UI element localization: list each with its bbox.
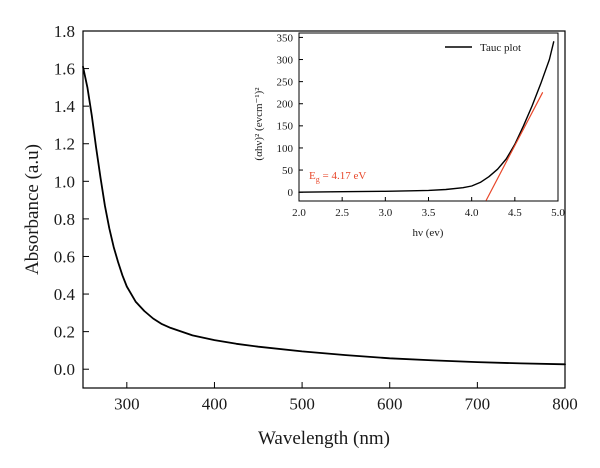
- main-y-tick-label: 0.2: [54, 323, 75, 342]
- bandgap-annotation-sub: g: [316, 175, 320, 184]
- main-x-axis: 300 400 500 600 700 800: [114, 382, 578, 414]
- main-series-line-0: [82, 65, 566, 366]
- in-y-tick-label: 100: [277, 143, 294, 155]
- main-y-tick-label: 1.8: [54, 22, 75, 41]
- in-x-tick-label: 2.0: [292, 207, 306, 219]
- in-series-line-0: [298, 41, 555, 193]
- inset-x-axis: 2.0 2.5 3.0 3.5 4.0 4.5 5.0: [292, 197, 565, 219]
- in-x-tick-label: 4.0: [465, 207, 479, 219]
- in-y-tick-label: 200: [277, 99, 294, 111]
- main-y-tick-label: 1.4: [54, 97, 76, 116]
- main-x-tick-label: 800: [552, 395, 578, 414]
- main-y-tick-label: 0.0: [54, 360, 75, 379]
- main-x-tick-label: 600: [377, 395, 403, 414]
- inset-x-axis-title: hν (ev): [413, 227, 444, 239]
- main-plot-frame: [82, 30, 566, 389]
- main-y-axis-title: Absorbance (a.u): [22, 144, 43, 275]
- in-y-tick-label: 300: [277, 54, 294, 66]
- bandgap-annotation-main: E: [309, 170, 316, 182]
- main-chart: 0.00.20.40.60.81.01.21.41.61.8 300 400 500…: [22, 22, 578, 449]
- inset-legend: Tauc plot: [445, 42, 521, 54]
- in-y-tick-label: 0: [288, 187, 294, 199]
- in-x-tick-label: 4.5: [508, 207, 522, 219]
- in-x-tick-label: 2.5: [335, 207, 349, 219]
- in-y-tick-label: 150: [277, 121, 294, 133]
- main-series: [82, 65, 566, 366]
- in-y-tick-label: 50: [282, 165, 294, 177]
- inset-series: [298, 41, 555, 201]
- main-y-tick-label: 1.6: [54, 60, 75, 79]
- in-series-line-1: [485, 92, 544, 201]
- main-y-tick-label: 1.2: [54, 135, 75, 154]
- main-x-tick-label: 400: [202, 395, 228, 414]
- in-y-tick-label: 250: [277, 76, 294, 88]
- inset-chart: 0 50 100 150 200 250 300 350 2.0 2.5 3.0 3.5 4.0 4.5…: [253, 32, 565, 239]
- legend-label-tauc: Tauc plot: [480, 42, 521, 54]
- bandgap-annotation-rest: = 4.17 eV: [320, 170, 367, 182]
- bandgap-annotation: Eg = 4.17 eV: [309, 170, 366, 184]
- inset-y-axis: 0 50 100 150 200 250 300 350: [277, 32, 303, 199]
- main-x-tick-label: 500: [289, 395, 315, 414]
- main-y-tick-label: 0.6: [54, 247, 75, 266]
- in-x-tick-label: 3.5: [422, 207, 436, 219]
- main-y-axis: 0.0 0.2 0.4 0.6 0.8 1.0 1.2 1.4 1.6 1.8: [54, 22, 89, 379]
- main-x-tick-label: 700: [465, 395, 491, 414]
- main-y-tick-label: 1.0: [54, 172, 75, 191]
- main-x-tick-label: 300: [114, 395, 140, 414]
- in-y-tick-label: 350: [277, 32, 294, 44]
- main-x-axis-title: Wavelength (nm): [258, 428, 390, 449]
- main-y-tick-label: 0.4: [54, 285, 76, 304]
- in-x-tick-label: 3.0: [378, 207, 392, 219]
- in-x-tick-label: 5.0: [551, 207, 565, 219]
- inset-y-axis-title: (αhν)² (evcm⁻¹)²: [253, 87, 265, 161]
- inset-plot-frame: [298, 32, 559, 202]
- main-y-tick-label: 0.8: [54, 210, 75, 229]
